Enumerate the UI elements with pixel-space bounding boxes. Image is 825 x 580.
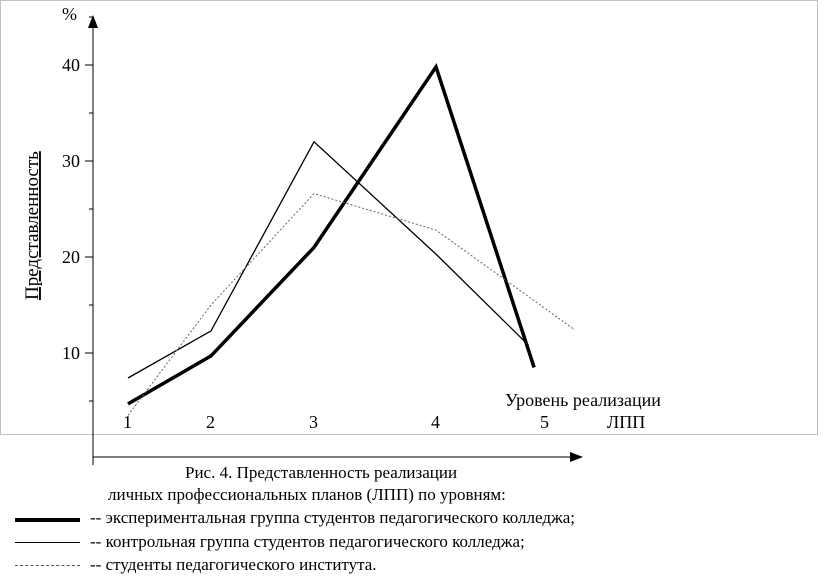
legend-swatch-dotted: [15, 565, 80, 566]
legend-prefix: --: [90, 555, 102, 574]
legend-label: экспериментальная группа студентов педаг…: [105, 508, 575, 527]
y-axis-unit: %: [62, 4, 77, 24]
legend-label: контрольная группа студентов педагогичес…: [105, 532, 525, 551]
x-tick-label: 5: [540, 412, 549, 432]
y-tick-label: 10: [62, 343, 80, 363]
x-tick-label: 1: [123, 412, 132, 432]
legend-item-experimental: -- экспериментальная группа студентов пе…: [15, 508, 825, 530]
x-axis-title-line-1: Уровень реализации: [505, 390, 661, 410]
series-line-thick: [127, 62, 536, 406]
x-tick-label: 2: [206, 412, 215, 432]
legend-label: студенты педагогического института.: [105, 555, 377, 574]
y-axis-title: Представленность: [22, 151, 43, 300]
y-tick-label: 30: [62, 151, 80, 171]
y-axis-arrow: [88, 15, 98, 28]
x-axis-arrow: [570, 452, 583, 462]
x-tick-label: 3: [309, 412, 318, 432]
legend-item-institute: -- студенты педагогического института.: [15, 555, 825, 577]
legend-swatch-thick: [15, 518, 80, 522]
y-tick-label: 40: [62, 55, 80, 75]
y-tick-label: 20: [62, 247, 80, 267]
legend-prefix: --: [90, 508, 102, 527]
figure-caption-line-1: Рис. 4. Представленность реализации: [185, 463, 458, 482]
legend-item-control: -- контрольная группа студентов педагоги…: [15, 532, 825, 554]
figure-caption-line-2: личных профессиональных планов (ЛПП) по …: [108, 485, 506, 504]
legend-swatch-thin: [15, 542, 80, 543]
x-tick-label: 4: [431, 412, 440, 432]
plot-frame: [0, 0, 818, 435]
series-line-dotted: [127, 193, 576, 416]
series-line-thin: [127, 140, 530, 379]
x-axis-title-line-2: ЛПП: [607, 412, 645, 432]
legend-prefix: --: [90, 532, 102, 551]
